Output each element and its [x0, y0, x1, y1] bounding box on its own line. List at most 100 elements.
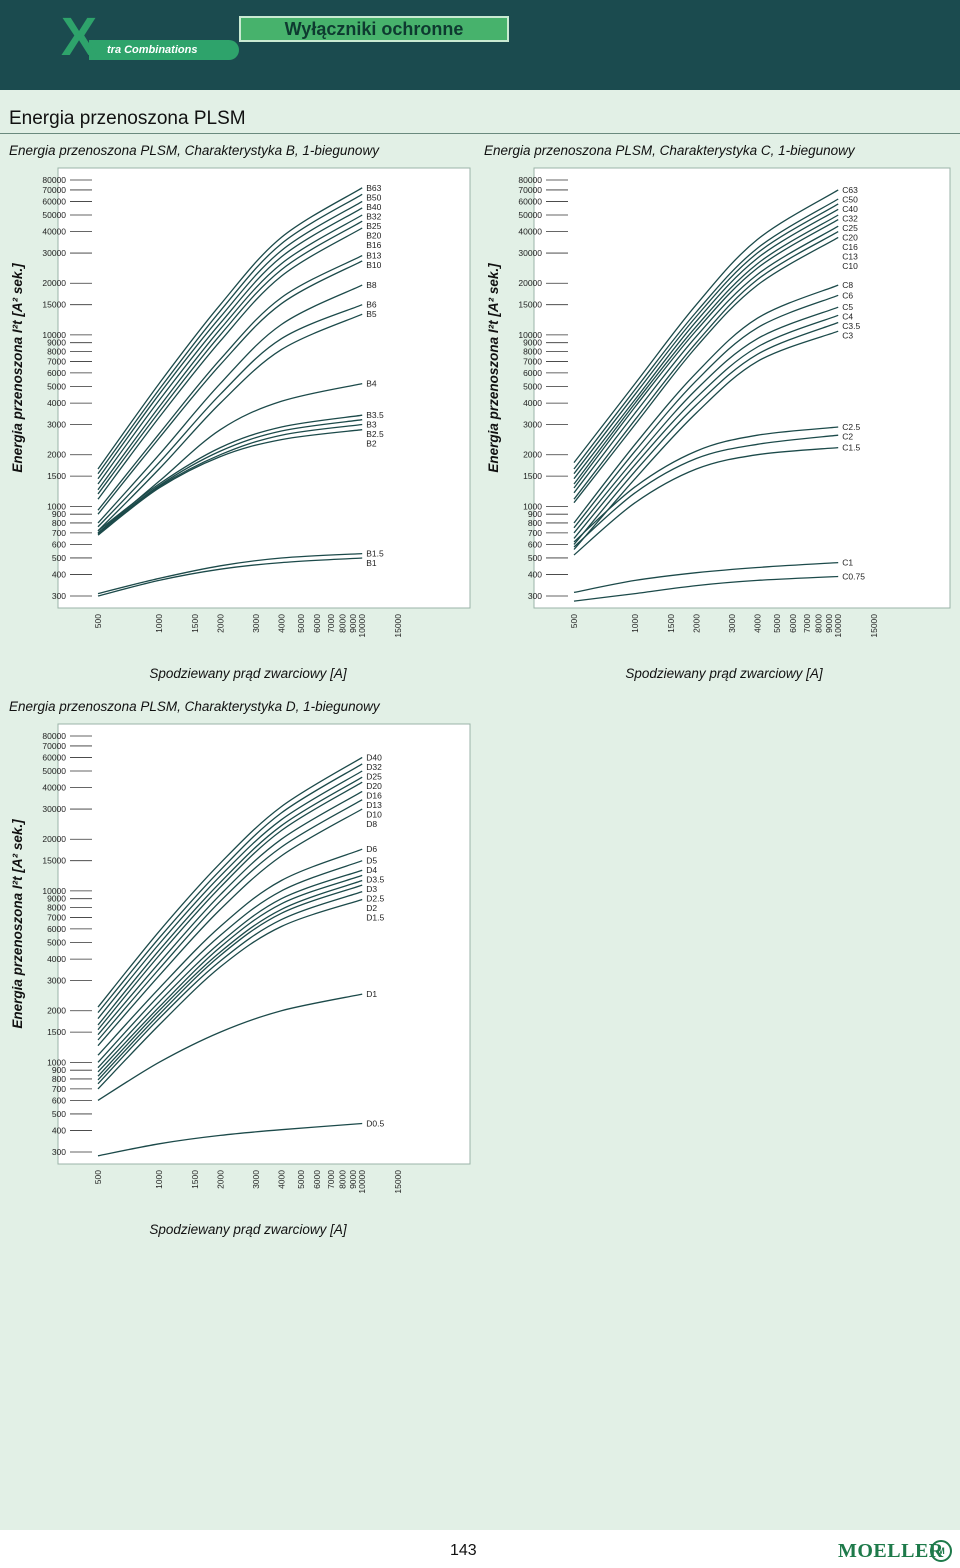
chart-d-y-axis-label: Energia przenoszona I²t [A² sek.]	[10, 819, 25, 1029]
chart-d-series-label: D4	[366, 865, 377, 875]
chart-d-x-axis-label: Spodziewany prąd zwarciowy [A]	[149, 1222, 348, 1237]
chart-d-plot-area	[57, 723, 471, 1165]
chart-c-y-tick-label: 900	[528, 509, 542, 519]
chart-c-y-tick-label: 30000	[518, 248, 542, 258]
chart-b-y-tick-label: 6000	[47, 368, 66, 378]
chart-b-x-tick-label: 10000	[357, 614, 367, 638]
chart-c-plot-area	[533, 167, 951, 609]
chart-d-x-tick-label: 6000	[312, 1170, 322, 1189]
chart-b-y-tick-label: 1500	[47, 471, 66, 481]
chart-c-series-label: C8	[842, 280, 853, 290]
chart-d-series-label: D40	[366, 752, 382, 762]
chart-c-series-label: C0.75	[842, 571, 865, 581]
chart-c-y-tick-label: 2000	[523, 450, 542, 460]
chart-c-y-tick-label: 3000	[523, 420, 542, 430]
chart-d-series-label: D1.5	[366, 913, 384, 923]
chart-b-series-line-B10	[97, 260, 363, 515]
chart-b-y-tick-label: 300	[52, 591, 66, 601]
chart-b-series-label: B63	[366, 183, 381, 193]
page-number: 143	[450, 1542, 477, 1559]
chart-d-series-line-D6	[97, 848, 363, 1056]
chart-b-series-line-B50	[97, 193, 363, 475]
chart-d-series-line-D1_5	[97, 898, 363, 1090]
chart-d-x-tick-label: 4000	[276, 1170, 286, 1189]
chart-d-y-tick-label: 3000	[47, 976, 66, 986]
chart-b-series-line-B16	[97, 227, 363, 500]
chart-d-y-tick-label: 6000	[47, 924, 66, 934]
chart-c-title: Energia przenoszona PLSM, Charakterystyk…	[484, 143, 855, 158]
chart-b-series-line-B2_5	[97, 423, 363, 535]
chart-b-series-line-B1	[97, 557, 363, 597]
chart-b-series-label: B4	[366, 379, 377, 389]
chart-d-series-label: D20	[366, 781, 382, 791]
chart-c-series-label: C2	[842, 432, 853, 442]
chart-c-x-tick-label: 5000	[772, 614, 782, 633]
chart-d-y-tick-label: 20000	[42, 834, 66, 844]
chart-d-series-line-D25	[97, 770, 363, 1020]
chart-d-series-label: D10	[366, 809, 382, 819]
chart-c-y-tick-label: 300	[528, 591, 542, 601]
chart-d-series-line-D32	[97, 763, 363, 1014]
chart-c-series-label: C3	[842, 331, 853, 341]
chart-c-x-tick-label: 6000	[788, 614, 798, 633]
chart-d-y-tick-label: 40000	[42, 783, 66, 793]
chart-c-x-tick-label: 1500	[666, 614, 676, 633]
chart-d-y-tick-label: 4000	[47, 954, 66, 964]
chart-b-y-tick-label: 40000	[42, 227, 66, 237]
chart-c-y-tick-label: 70000	[518, 185, 542, 195]
logo-letter: X	[61, 7, 98, 67]
chart-c-series-line-C2	[573, 434, 839, 548]
chart-d-y-tick-label: 9000	[47, 894, 66, 904]
chart-c-y-tick-label: 50000	[518, 210, 542, 220]
chart-c-series-line-C32	[573, 208, 839, 480]
chart-c-y-tick-label: 4000	[523, 398, 542, 408]
chart-c-y-axis-label: Energia przenoszona I²t [A² sek.]	[486, 263, 501, 473]
chart-c-y-tick-label: 15000	[518, 300, 542, 310]
chart-b-series-label: B6	[366, 300, 377, 310]
chart-c-y-tick-label: 7000	[523, 356, 542, 366]
chart-b-x-tick-label: 8000	[338, 614, 348, 633]
chart-b-series-line-B13	[97, 255, 363, 511]
chart-b-y-tick-label: 2000	[47, 450, 66, 460]
chart-c-series-line-C10	[573, 236, 839, 504]
chart-d-y-tick-label: 700	[52, 1084, 66, 1094]
brand-mark-icon: M	[930, 1540, 952, 1562]
chart-b-y-tick-label: 900	[52, 509, 66, 519]
chart-b-x-tick-label: 3000	[251, 614, 261, 633]
chart-d-series-line-D2_5	[97, 884, 363, 1081]
chart-b-y-tick-label: 7000	[47, 356, 66, 366]
chart-c-series-line-C5	[573, 306, 839, 534]
chart-b-y-tick-label: 15000	[42, 300, 66, 310]
chart-b-x-tick-label: 7000	[326, 614, 336, 633]
chart-d-y-tick-label: 5000	[47, 937, 66, 947]
chart-d-series-label: D2	[366, 903, 377, 913]
chart-c-y-tick-label: 700	[528, 528, 542, 538]
chart-c-series-label: C3.5	[842, 321, 860, 331]
chart-c-series-line-C1_5	[573, 446, 839, 556]
chart-c-series-line-C1	[573, 561, 839, 594]
chart-d-series-line-D8	[97, 808, 363, 1047]
chart-b-series-line-B32	[97, 207, 363, 485]
chart-c-series-line-C25	[573, 214, 839, 485]
chart-c-x-tick-label: 15000	[869, 614, 879, 638]
chart-b-series-line-B8	[97, 284, 363, 524]
chart-d-series-label: D16	[366, 790, 382, 800]
chart-d-series-label: D0.5	[366, 1118, 384, 1128]
chart-c-series-label: C25	[842, 223, 858, 233]
chart-d-x-tick-label: 2000	[215, 1170, 225, 1189]
chart-d-series-label: D1	[366, 989, 377, 999]
chart-d-series-label: D5	[366, 856, 377, 866]
chart-d-series-line-D1	[97, 993, 363, 1101]
chart-b-y-tick-label: 3000	[47, 420, 66, 430]
chart-d-series-line-D5	[97, 860, 363, 1063]
chart-d-y-tick-label: 70000	[42, 741, 66, 751]
chart-c-series-label: C16	[842, 242, 858, 252]
chart-d-series-line-D3_5	[97, 874, 363, 1073]
chart-c-series-label: C40	[842, 204, 858, 214]
chart-b-y-tick-label: 400	[52, 570, 66, 580]
chart-b: 3004005006007008009001000150020003000400…	[10, 167, 471, 681]
chart-c-x-tick-label: 2000	[691, 614, 701, 633]
chart-c-y-tick-label: 40000	[518, 227, 542, 237]
chart-b-series-label: B40	[366, 202, 381, 212]
chart-c-y-tick-label: 400	[528, 570, 542, 580]
